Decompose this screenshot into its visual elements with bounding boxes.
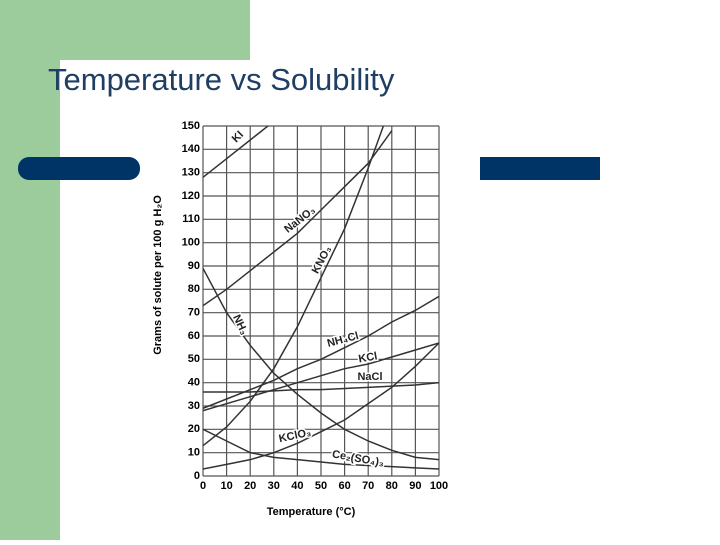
series-line: [203, 342, 439, 412]
y-axis-label: Grams of solute per 100 g H₂O: [152, 195, 164, 355]
x-tick-label: 20: [244, 480, 256, 492]
y-tick-label: 0: [194, 470, 200, 482]
y-tick-label: 70: [188, 307, 200, 319]
x-tick-label: 50: [315, 480, 327, 492]
x-tick-label: 30: [268, 480, 280, 492]
top-bar: [0, 0, 250, 60]
side-bar: [0, 0, 60, 540]
series-line: [203, 267, 439, 461]
x-tick-label: 70: [362, 480, 374, 492]
x-axis-label: Temperature (°C): [267, 506, 356, 518]
chart-title: Temperature vs Solubility: [48, 62, 395, 97]
y-tick-label: 80: [188, 283, 200, 295]
y-tick-label: 40: [188, 377, 200, 389]
y-tick-label: 90: [188, 260, 200, 272]
accent-bar: [480, 157, 600, 180]
accent-bar: [18, 157, 140, 180]
series-line: [203, 428, 439, 470]
series-line: [203, 381, 439, 393]
series-line: [203, 126, 385, 447]
series-line: [203, 342, 439, 470]
y-tick-label: 120: [182, 190, 200, 202]
x-tick-label: 80: [386, 480, 398, 492]
y-tick-label: 150: [182, 120, 200, 132]
y-tick-label: 30: [188, 400, 200, 412]
chart-background: [140, 112, 460, 527]
y-tick-label: 140: [182, 143, 200, 155]
y-tick-label: 100: [182, 237, 200, 249]
y-tick-label: 60: [188, 330, 200, 342]
series-line: [203, 295, 439, 410]
y-tick-label: 20: [188, 423, 200, 435]
x-tick-label: 60: [338, 480, 350, 492]
y-tick-label: 10: [188, 447, 200, 459]
plot-area: [203, 126, 439, 470]
y-tick-label: 110: [182, 213, 200, 225]
x-tick-label: 40: [291, 480, 303, 492]
x-tick-label: 0: [200, 480, 206, 492]
y-tick-label: 50: [188, 353, 200, 365]
series-line: [203, 126, 270, 178]
series-label: KCl: [358, 350, 379, 365]
x-tick-label: 10: [220, 480, 232, 492]
series-label: NaCl: [357, 371, 382, 383]
y-tick-label: 130: [182, 167, 200, 179]
x-tick-label: 90: [409, 480, 421, 492]
x-tick-label: 100: [430, 480, 448, 492]
series-line: [203, 130, 393, 307]
